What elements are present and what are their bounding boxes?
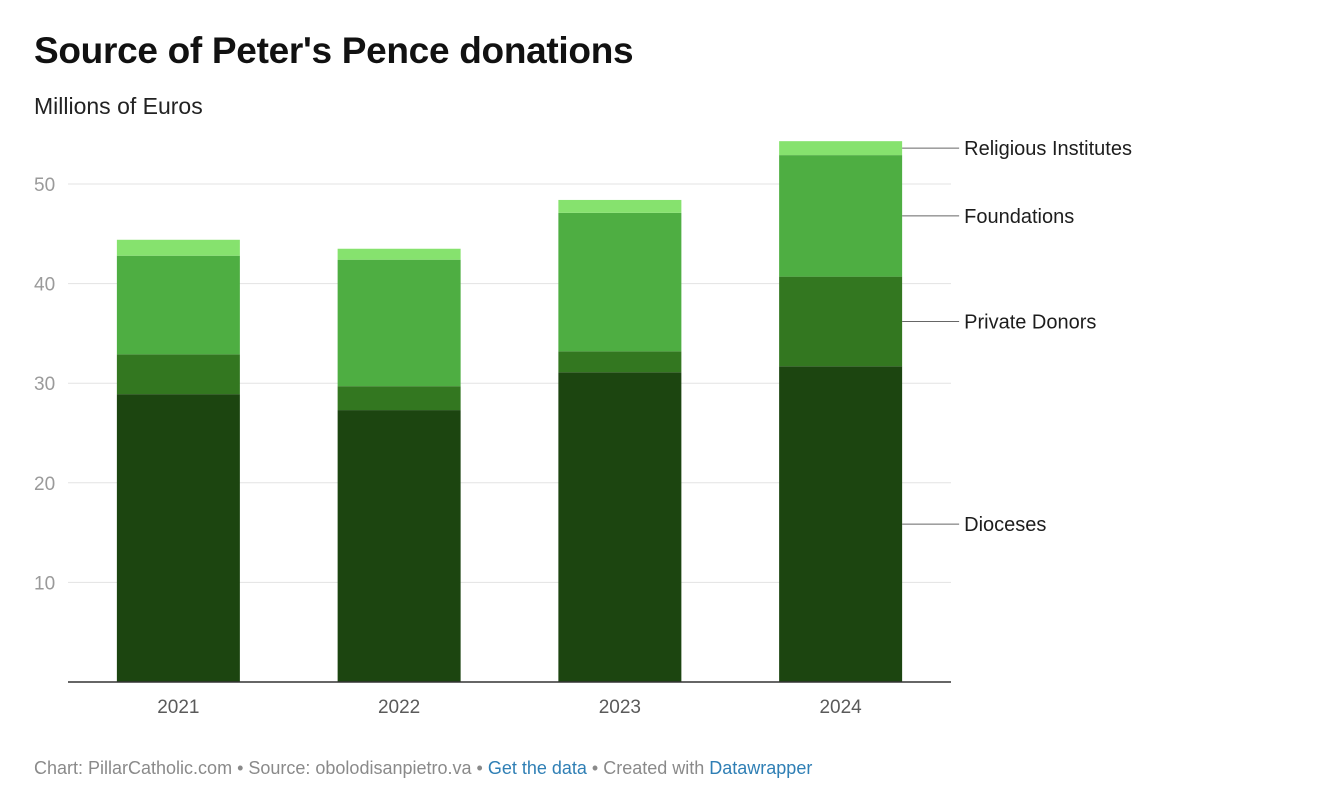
series-label: Religious Institutes <box>964 138 1132 160</box>
bar-segment <box>116 354 240 395</box>
x-tick-label: 2023 <box>599 697 641 718</box>
bar-segment <box>116 239 240 256</box>
y-tick-label: 30 <box>34 374 55 395</box>
footer-created-with: • Created with <box>586 758 710 778</box>
y-tick-label: 10 <box>34 573 55 594</box>
chart-subtitle: Millions of Euros <box>34 93 203 119</box>
y-tick-label: 50 <box>34 175 55 196</box>
bar-segment <box>337 386 461 411</box>
x-tick-label: 2022 <box>378 697 420 718</box>
bar-segment <box>116 255 240 355</box>
bar-segment <box>779 141 903 156</box>
bar-segment <box>558 351 682 373</box>
x-tick-label: 2021 <box>157 697 199 718</box>
bar-segment <box>779 276 903 367</box>
bar-segment <box>337 410 461 682</box>
chart-title: Source of Peter's Pence donations <box>34 30 634 71</box>
bar-segment <box>558 199 682 213</box>
x-tick-label: 2024 <box>819 697 862 718</box>
series-label: Foundations <box>964 206 1074 228</box>
y-tick-label: 20 <box>34 474 55 495</box>
bar-segment <box>779 155 903 277</box>
series-label: Private Donors <box>964 311 1096 333</box>
bar-segment <box>116 394 240 682</box>
bar-segment <box>337 259 461 387</box>
bar-segment <box>337 248 461 260</box>
bar-segment <box>558 372 682 682</box>
y-tick-label: 40 <box>34 275 55 296</box>
bar-segment <box>779 366 903 682</box>
get-the-data-link[interactable]: Get the data <box>487 758 587 778</box>
bar-segment <box>558 212 682 352</box>
datawrapper-link[interactable]: Datawrapper <box>709 758 813 778</box>
footer-credits: Chart: PillarCatholic.com • Source: obol… <box>34 758 488 778</box>
series-label: Dioceses <box>964 514 1046 536</box>
chart-footer: Chart: PillarCatholic.com • Source: obol… <box>34 758 812 779</box>
